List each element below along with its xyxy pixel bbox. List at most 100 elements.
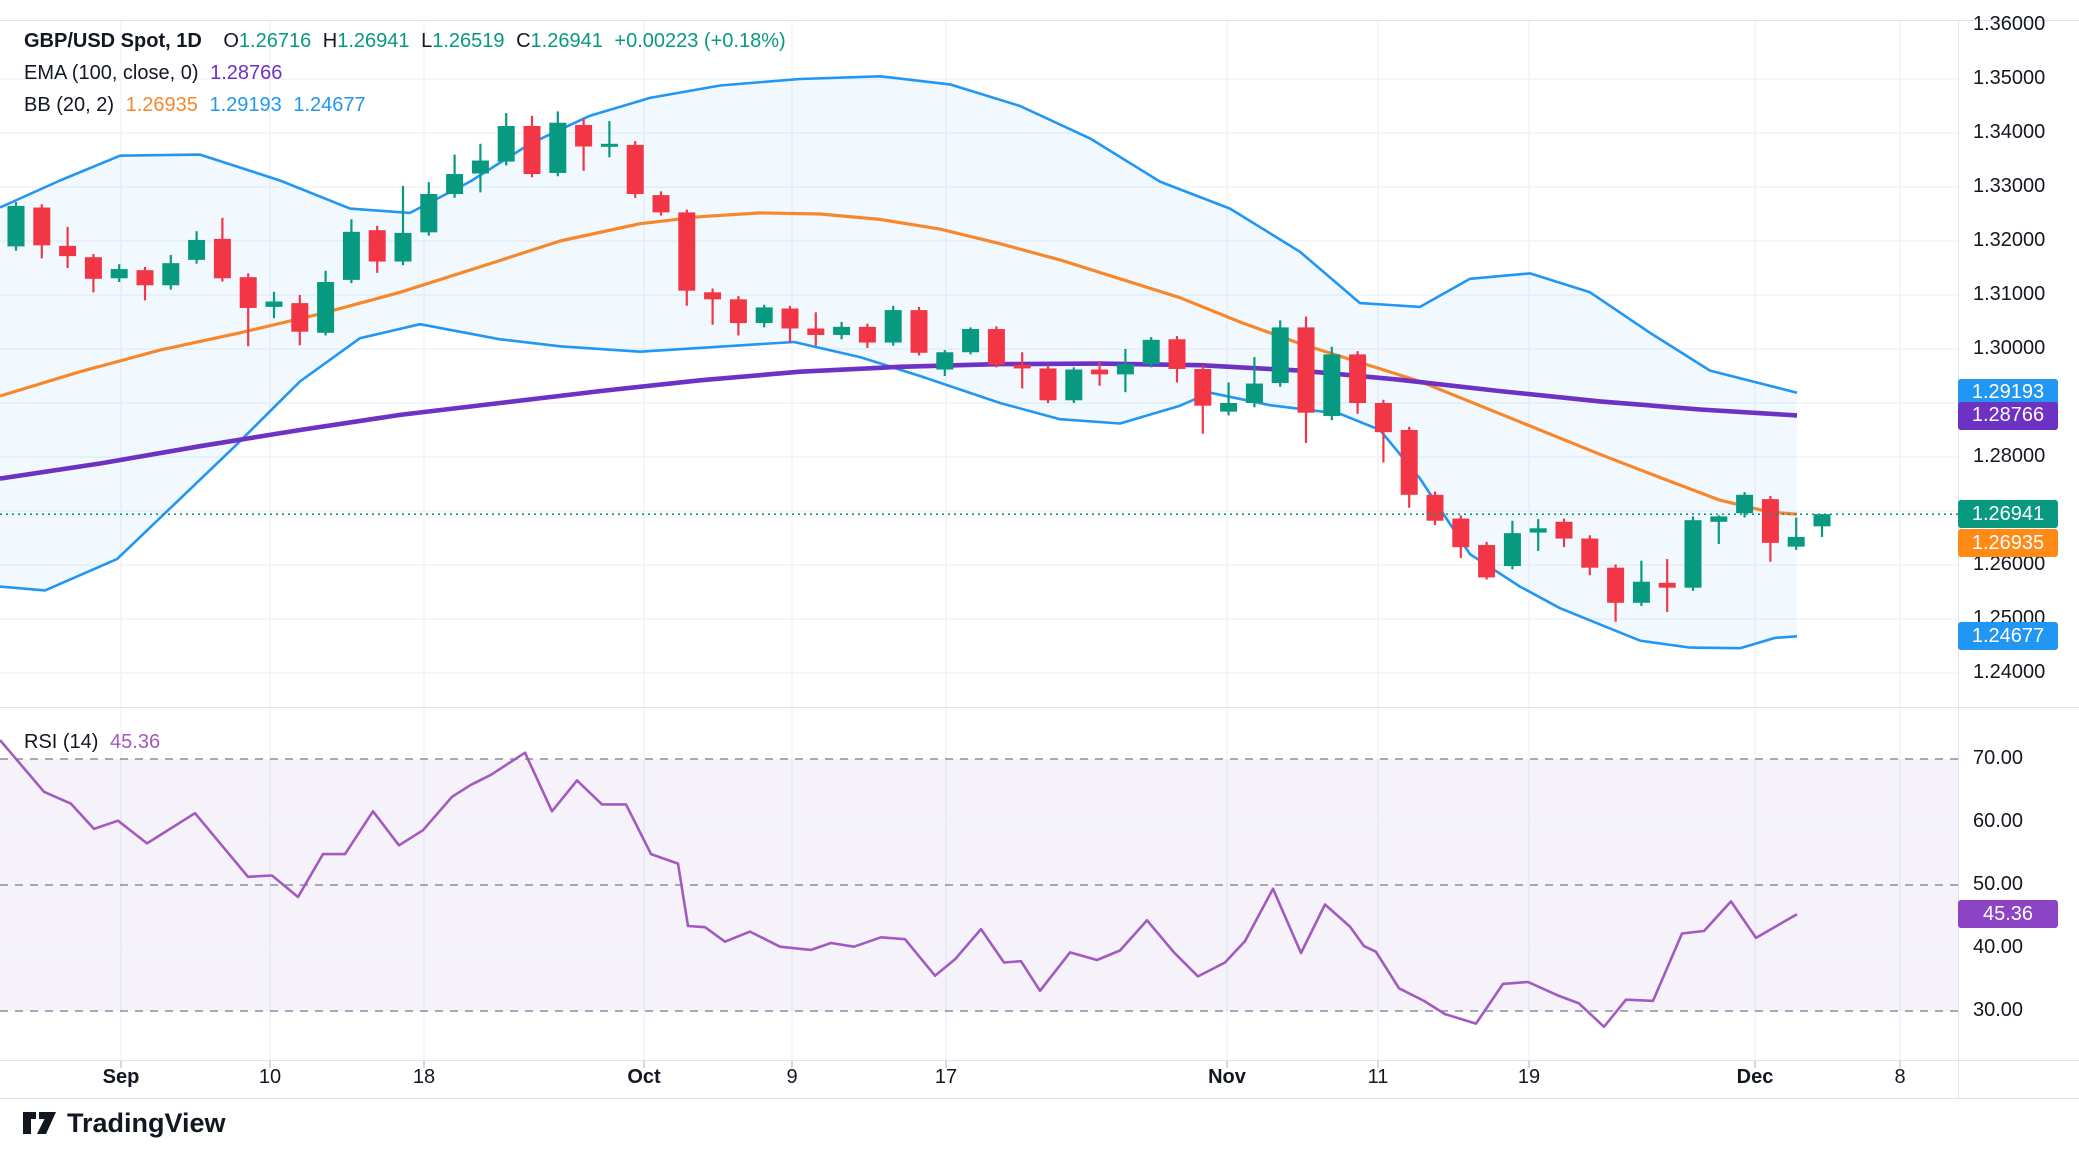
candle[interactable] [1503, 533, 1521, 567]
candle[interactable] [1426, 494, 1444, 521]
rsi-axis-label[interactable]: 70.00 [1973, 747, 2024, 769]
candle[interactable] [1039, 368, 1057, 401]
candle[interactable] [84, 257, 102, 279]
candle[interactable] [962, 329, 980, 353]
price-axis-label[interactable]: 1.35000 [1973, 67, 2046, 89]
price-axis-label[interactable]: 1.34000 [1973, 121, 2046, 143]
candle[interactable] [575, 124, 593, 147]
candle[interactable] [1374, 403, 1392, 433]
candle[interactable] [213, 238, 231, 279]
bb-label[interactable]: BB (20, 2) [24, 94, 115, 116]
candle[interactable] [1116, 364, 1134, 375]
candle[interactable] [33, 207, 51, 246]
candle[interactable] [291, 303, 309, 332]
candle[interactable] [1349, 354, 1367, 403]
price-axis-label[interactable]: 1.30000 [1973, 337, 2046, 359]
candle[interactable] [1581, 538, 1599, 568]
candle[interactable] [936, 352, 954, 370]
candle[interactable] [626, 144, 644, 195]
rsi-legend-row[interactable]: RSI (14) 45.36 [24, 727, 166, 757]
time-axis-label[interactable]: 18 [412, 1066, 436, 1088]
candle[interactable] [342, 231, 360, 280]
symbol-legend-row[interactable]: GBP/USD Spot, 1D O1.26716 H1.26941 L1.26… [24, 26, 792, 56]
price-axis-label[interactable]: 1.31000 [1973, 283, 2046, 305]
candle[interactable] [755, 307, 773, 324]
candle[interactable] [1478, 545, 1496, 578]
candle[interactable] [7, 205, 25, 247]
price-axis-label[interactable]: 1.28000 [1973, 445, 2046, 467]
candle[interactable] [910, 310, 928, 353]
price-axis-label[interactable]: 1.33000 [1973, 175, 2046, 197]
candle[interactable] [704, 292, 722, 300]
candle[interactable] [265, 301, 283, 307]
candle[interactable] [678, 212, 696, 291]
candle[interactable] [394, 232, 412, 262]
candle[interactable] [1142, 339, 1160, 365]
candle[interactable] [1736, 494, 1754, 514]
candle[interactable] [1065, 369, 1083, 401]
time-axis-label[interactable]: Oct [627, 1066, 661, 1088]
candle[interactable] [1607, 567, 1625, 603]
price-axis-label[interactable]: 1.26000 [1973, 553, 2046, 575]
candle[interactable] [600, 143, 618, 147]
candle[interactable] [858, 326, 876, 343]
candle[interactable] [1452, 518, 1470, 548]
candle[interactable] [420, 194, 438, 233]
price-axis-label[interactable]: 1.36000 [1973, 13, 2046, 35]
candle[interactable] [471, 160, 489, 174]
candle[interactable] [1555, 521, 1573, 539]
candle[interactable] [652, 195, 670, 213]
candle[interactable] [987, 329, 1005, 365]
candle[interactable] [729, 299, 747, 324]
candle[interactable] [446, 174, 464, 195]
candle[interactable] [1013, 364, 1031, 369]
rsi-axis-label[interactable]: 50.00 [1973, 873, 2024, 895]
candle[interactable] [1787, 536, 1805, 547]
time-axis-label[interactable]: 8 [1894, 1066, 1906, 1088]
candle[interactable] [368, 230, 386, 262]
candle[interactable] [1658, 582, 1676, 588]
rsi-label[interactable]: RSI (14) [24, 731, 99, 753]
ema-legend-row[interactable]: EMA (100, close, 0) 1.28766 [24, 58, 288, 88]
candle[interactable] [162, 263, 180, 286]
time-axis-label[interactable]: 9 [786, 1066, 798, 1088]
symbol-title[interactable]: GBP/USD Spot, 1D [24, 30, 202, 52]
candle[interactable] [317, 282, 335, 333]
candle[interactable] [523, 125, 541, 175]
time-axis-label[interactable]: Nov [1208, 1066, 1246, 1088]
candle[interactable] [1091, 369, 1109, 375]
price-axis-label[interactable]: 1.32000 [1973, 229, 2046, 251]
candle[interactable] [833, 326, 851, 335]
candle[interactable] [136, 270, 154, 286]
rsi-axis-label[interactable]: 60.00 [1973, 810, 2024, 832]
ema-label[interactable]: EMA (100, close, 0) [24, 62, 199, 84]
candle[interactable] [1813, 514, 1831, 527]
bb-legend-row[interactable]: BB (20, 2) 1.26935 1.29193 1.24677 [24, 90, 372, 120]
candle[interactable] [1710, 516, 1728, 522]
candle[interactable] [59, 245, 77, 257]
time-axis-label[interactable]: Dec [1736, 1066, 1774, 1088]
candle[interactable] [1761, 499, 1779, 543]
candle[interactable] [1245, 383, 1263, 403]
time-axis-label[interactable]: 10 [258, 1066, 282, 1088]
pane-divider[interactable] [0, 707, 2079, 708]
time-axis-label[interactable]: Sep [102, 1066, 140, 1088]
tradingview-logo[interactable]: TradingView [22, 1108, 226, 1139]
candle[interactable] [1400, 430, 1418, 495]
time-axis-label[interactable]: 19 [1517, 1066, 1541, 1088]
candle[interactable] [1632, 581, 1650, 603]
candle[interactable] [1684, 520, 1702, 588]
price-axis-label[interactable]: 1.24000 [1973, 661, 2046, 683]
candle[interactable] [497, 125, 515, 162]
candle[interactable] [807, 328, 825, 335]
candle[interactable] [781, 308, 799, 329]
candle[interactable] [1194, 368, 1212, 406]
candle[interactable] [1168, 339, 1186, 369]
time-axis-label[interactable]: 11 [1367, 1066, 1389, 1088]
candle[interactable] [1323, 354, 1341, 416]
candle[interactable] [188, 239, 206, 260]
candle[interactable] [884, 310, 902, 343]
candle[interactable] [1220, 403, 1238, 412]
rsi-axis-label[interactable]: 30.00 [1973, 999, 2024, 1021]
